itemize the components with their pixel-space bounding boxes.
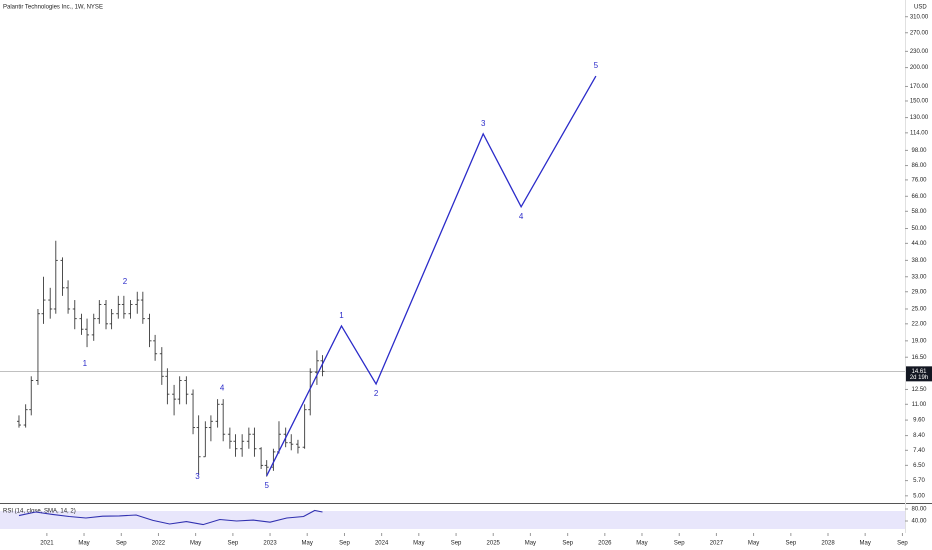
x-tick-label: 2027 xyxy=(710,541,724,547)
y-tick-label: 114.00 xyxy=(910,130,929,136)
x-tick-label: Sep xyxy=(785,541,796,547)
wave-label: 4 xyxy=(220,384,225,393)
y-tick-label: 11.00 xyxy=(912,402,927,408)
x-tick-label: May xyxy=(636,541,647,547)
x-tick-label: Sep xyxy=(897,541,908,547)
last-price-box xyxy=(906,366,932,382)
wave-label: 3 xyxy=(481,119,486,128)
wave-label: 1 xyxy=(339,311,344,320)
countdown: 2d 19h xyxy=(910,375,928,381)
wave-label: 4 xyxy=(519,212,524,221)
x-tick-label: 2024 xyxy=(375,541,389,547)
x-tick-label: 2028 xyxy=(821,541,835,547)
y-tick-label: 5.70 xyxy=(913,478,925,484)
x-tick-label: Sep xyxy=(674,541,685,547)
y-tick-label: 50.00 xyxy=(911,226,927,232)
wave-label: 5 xyxy=(594,61,599,70)
y-tick-label: 6.50 xyxy=(913,463,925,469)
x-tick-label: Sep xyxy=(451,541,462,547)
x-tick-label: May xyxy=(859,541,870,547)
x-tick-label: May xyxy=(413,541,424,547)
y-tick-label: 33.00 xyxy=(911,274,927,280)
y-tick-label: 150.00 xyxy=(910,99,929,105)
y-tick-label: 76.00 xyxy=(911,177,927,183)
wave-label: 2 xyxy=(374,389,379,398)
chart-title: Palantir Technologies Inc., 1W, NYSE xyxy=(3,5,103,11)
x-tick-label: Sep xyxy=(562,541,573,547)
y-tick-label: 130.00 xyxy=(910,115,929,121)
y-tick-label: 16.50 xyxy=(911,355,927,361)
y-tick-label: 200.00 xyxy=(910,65,929,71)
x-tick-label: May xyxy=(748,541,759,547)
x-tick-label: May xyxy=(525,541,536,547)
rsi-band xyxy=(0,511,905,529)
currency: USD xyxy=(914,5,927,11)
x-tick-label: May xyxy=(78,541,89,547)
x-tick-label: Sep xyxy=(228,541,239,547)
y-tick-label: 22.00 xyxy=(911,321,927,327)
rsi-title: RSI (14, close, SMA, 14, 2) xyxy=(3,509,76,515)
y-tick-label: 66.00 xyxy=(911,194,927,200)
y-tick-label: 12.50 xyxy=(911,387,927,393)
wave-projection xyxy=(266,75,597,477)
wave-label: 2 xyxy=(123,277,128,286)
x-tick-label: Sep xyxy=(116,541,127,547)
x-tick-label: 2022 xyxy=(152,541,166,547)
y-tick-label: 230.00 xyxy=(910,49,929,55)
y-tick-label: 310.00 xyxy=(910,14,929,20)
wave-label: 3 xyxy=(195,472,200,481)
rsi-tick-label: 80.00 xyxy=(911,507,927,513)
rsi-line xyxy=(18,509,323,526)
y-tick-label: 44.00 xyxy=(911,241,927,247)
y-tick-label: 25.00 xyxy=(911,307,927,313)
y-tick-label: 9.60 xyxy=(913,418,925,424)
wave-label: 5 xyxy=(264,481,269,490)
y-tick-label: 170.00 xyxy=(910,84,929,90)
y-tick-label: 5.00 xyxy=(913,493,925,499)
y-tick-label: 270.00 xyxy=(910,30,929,36)
x-tick-label: 2025 xyxy=(487,541,501,547)
x-tick-label: 2023 xyxy=(263,541,277,547)
rsi-tick-label: 40.00 xyxy=(911,519,927,525)
wave-label: 1 xyxy=(83,359,88,368)
y-tick-label: 19.00 xyxy=(911,338,927,344)
x-tick-label: 2021 xyxy=(40,541,54,547)
y-tick-label: 38.00 xyxy=(911,258,927,264)
y-tick-label: 8.40 xyxy=(913,433,925,439)
x-tick-label: Sep xyxy=(339,541,350,547)
y-tick-label: 98.00 xyxy=(911,148,927,154)
y-tick-label: 58.00 xyxy=(911,209,927,215)
x-tick-label: May xyxy=(190,541,201,547)
last-price-label: 14.61 xyxy=(911,369,927,375)
y-tick-label: 7.40 xyxy=(913,448,925,454)
x-tick-label: May xyxy=(302,541,313,547)
y-tick-label: 29.00 xyxy=(911,289,927,295)
x-tick-label: 2026 xyxy=(598,541,612,547)
y-tick-label: 86.00 xyxy=(911,163,927,169)
